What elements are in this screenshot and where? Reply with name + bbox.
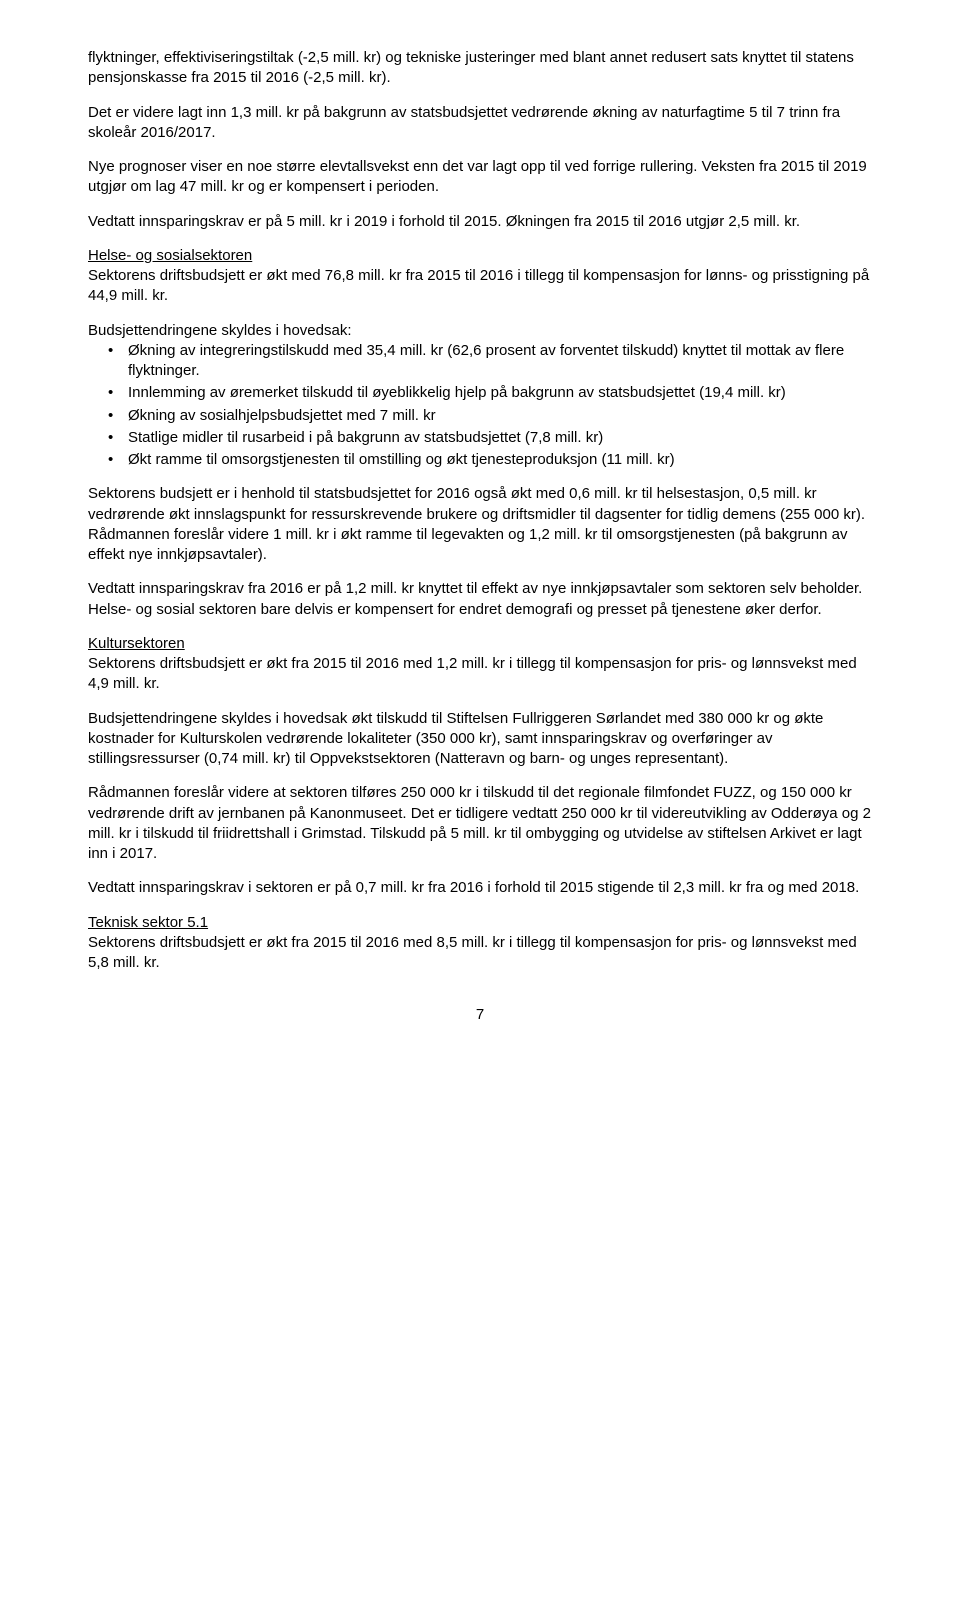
paragraph: Sektorens driftsbudsjett er økt fra 2015… [88,654,872,695]
paragraph: Sektorens driftsbudsjett er økt med 76,8… [88,266,872,307]
paragraph: Sektorens driftsbudsjett er økt fra 2015… [88,933,872,974]
list-item: Økt ramme til omsorgstjenesten til omsti… [108,450,872,470]
paragraph: Det er videre lagt inn 1,3 mill. kr på b… [88,103,872,144]
paragraph: Rådmannen foreslår videre at sektoren ti… [88,783,872,864]
kultur-heading: Kultursektoren [88,634,872,654]
page-number: 7 [88,1005,872,1025]
paragraph: Nye prognoser viser en noe større elevta… [88,157,872,198]
budget-intro: Budsjettendringene skyldes i hovedsak: [88,321,872,341]
list-item: Økning av integreringstilskudd med 35,4 … [108,341,872,382]
list-item: Økning av sosialhjelpsbudsjettet med 7 m… [108,406,872,426]
paragraph: flyktninger, effektiviseringstiltak (-2,… [88,48,872,89]
helse-heading: Helse- og sosialsektoren [88,246,872,266]
teknisk-heading: Teknisk sektor 5.1 [88,913,872,933]
paragraph: Sektorens budsjett er i henhold til stat… [88,484,872,565]
list-item: Innlemming av øremerket tilskudd til øye… [108,383,872,403]
budget-list: Økning av integreringstilskudd med 35,4 … [88,341,872,471]
paragraph: Vedtatt innsparingskrav er på 5 mill. kr… [88,212,872,232]
list-item: Statlige midler til rusarbeid i på bakgr… [108,428,872,448]
paragraph: Vedtatt innsparingskrav i sektoren er på… [88,878,872,898]
paragraph: Vedtatt innsparingskrav fra 2016 er på 1… [88,579,872,620]
paragraph: Budsjettendringene skyldes i hovedsak øk… [88,709,872,770]
